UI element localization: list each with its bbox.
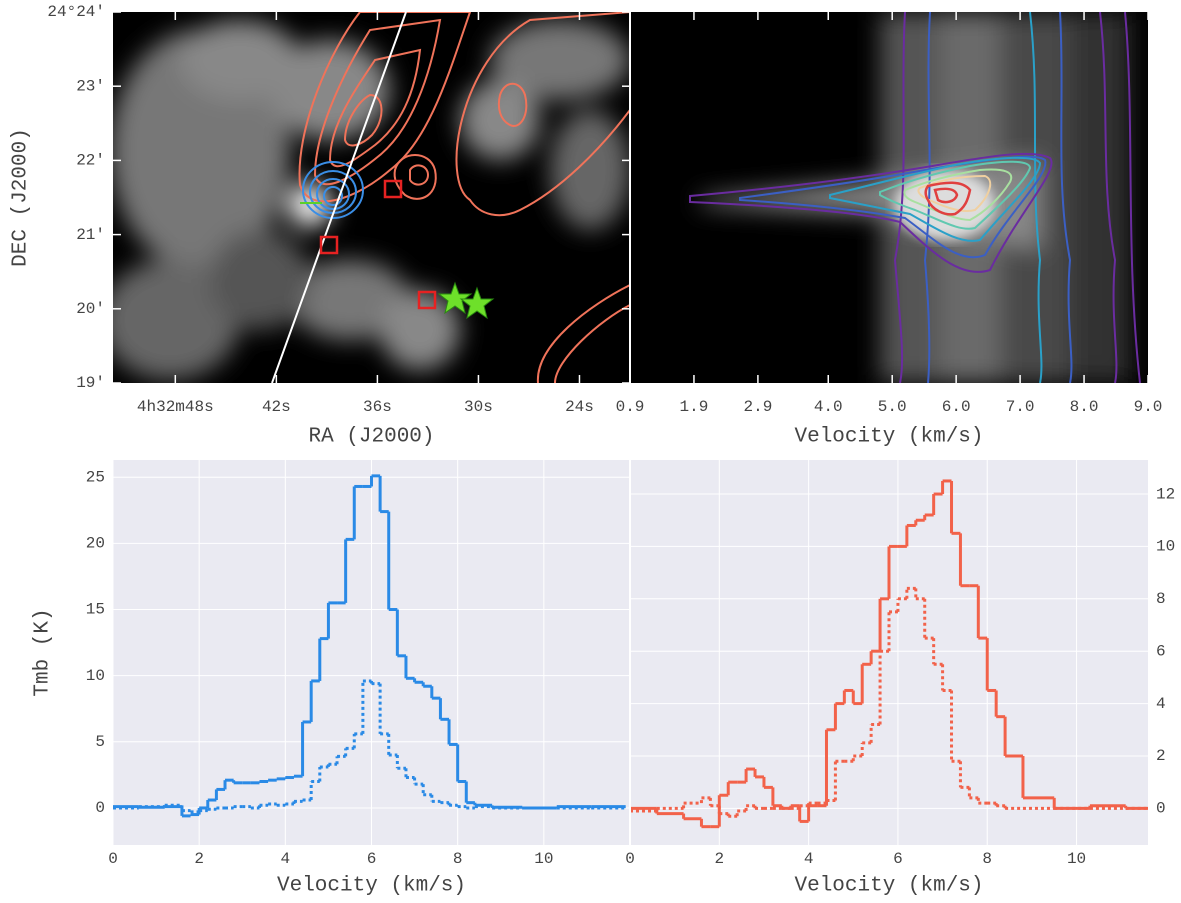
- stars: [437, 281, 495, 320]
- x-axis-label: RA (J2000): [308, 426, 434, 449]
- y-tick-label: 8: [1156, 590, 1166, 608]
- y-tick-label: 0: [1156, 800, 1166, 818]
- x-tick-label: 10: [534, 850, 553, 868]
- markers: [319, 179, 437, 310]
- x-tick-label: 36s: [363, 398, 392, 416]
- x-tick-label: 0: [625, 850, 635, 868]
- x-tick-label: 24s: [565, 398, 594, 416]
- x-tick-label: 2: [194, 850, 204, 868]
- map-image: [113, 12, 630, 383]
- y-axis-label: DEC (J2000): [10, 128, 33, 267]
- y-tick-label: 10: [86, 667, 105, 685]
- y-tick-label: 23': [76, 77, 105, 95]
- y-tick-label: 19': [76, 374, 105, 392]
- y-tick-label: 20': [76, 300, 105, 318]
- y-tick-label: 22': [76, 152, 105, 170]
- x-tick-label: 9.0: [1134, 398, 1163, 416]
- x-tick-label: 6: [367, 850, 377, 868]
- x-tick-label: 30s: [464, 398, 493, 416]
- x-axis-label: Velocity (km/s): [794, 426, 983, 449]
- x-tick-label: 8: [982, 850, 992, 868]
- x-tick-label: 8.0: [1070, 398, 1099, 416]
- pv-image: [630, 12, 1148, 383]
- x-axis-label: Velocity (km/s): [277, 875, 466, 898]
- x-tick-label: 4h32m48s: [137, 398, 214, 416]
- x-tick-label: 4: [281, 850, 291, 868]
- y-tick-label: 2: [1156, 747, 1166, 765]
- x-tick-label: 2: [715, 850, 725, 868]
- contours: [689, 12, 1141, 383]
- y-tick-label: 4: [1156, 695, 1166, 713]
- x-tick-label: 2.9: [743, 398, 772, 416]
- x-tick-label: 0: [108, 850, 118, 868]
- x-tick-label: 4: [804, 850, 814, 868]
- chart-panel: 0 2 4 6 8 10 0 5 10 15 20 25 Velocity (km/s) Tmb (K): [32, 460, 630, 898]
- y-tick-label: 5: [95, 733, 105, 751]
- y-tick-label: 0: [95, 799, 105, 817]
- x-axis-label: Velocity (km/s): [794, 875, 983, 898]
- x-tick-label: 42s: [262, 398, 291, 416]
- y-tick-label: 21': [76, 226, 105, 244]
- y-tick-label: 25: [86, 468, 105, 486]
- x-tick-label: 0.9: [616, 398, 645, 416]
- series-group: [630, 479, 1148, 829]
- y-tick-label: 10: [1156, 538, 1175, 556]
- x-tick-label: 4.0: [814, 398, 843, 416]
- x-tick-label: 5.0: [878, 398, 907, 416]
- y-tick-label: 24°24': [47, 3, 105, 21]
- x-tick-label: 6: [893, 850, 903, 868]
- y-tick-label: 6: [1156, 642, 1166, 660]
- x-tick-label: 8: [453, 850, 463, 868]
- x-tick-label: 10: [1067, 850, 1086, 868]
- chart-panel: 0 2 4 6 8 10 0 2 4 6 8 10 12 Velocity (km/s): [625, 460, 1175, 898]
- y-tick-label: 20: [86, 535, 105, 553]
- y-tick-label: 15: [86, 601, 105, 619]
- x-tick-label: 7.0: [1006, 398, 1035, 416]
- series-group: [113, 474, 626, 818]
- cut-line: [271, 12, 407, 383]
- chart-panel: 0.9 1.9 2.9 4.0 5.0 6.0 7.0 8.0 9.0 Velocity (km/…: [616, 12, 1163, 449]
- y-tick-label: 12: [1156, 485, 1175, 503]
- x-tick-label: 1.9: [680, 398, 709, 416]
- chart-panel: 4h32m48s 42s 36s 30s 24s 24°24' 23' 22' 21' 20' 19…: [10, 3, 630, 449]
- y-axis-label: Tmb (K): [32, 608, 55, 696]
- x-tick-label: 6.0: [942, 398, 971, 416]
